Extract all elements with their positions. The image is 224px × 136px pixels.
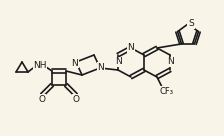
Text: N: N <box>115 58 121 67</box>
Text: N: N <box>128 44 134 52</box>
Text: N: N <box>98 63 104 72</box>
Text: O: O <box>39 95 45 103</box>
Text: N: N <box>167 58 173 67</box>
Text: O: O <box>73 95 80 103</box>
Text: CF₃: CF₃ <box>160 86 174 95</box>
Text: NH: NH <box>33 61 47 69</box>
Text: S: S <box>188 19 194 29</box>
Text: N: N <box>72 58 78 67</box>
